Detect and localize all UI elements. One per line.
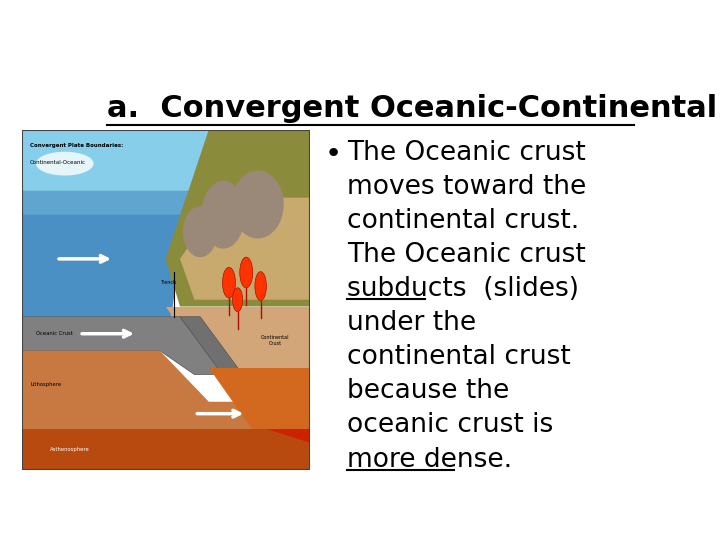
Polygon shape bbox=[180, 316, 258, 395]
Ellipse shape bbox=[36, 152, 94, 176]
Polygon shape bbox=[166, 307, 310, 368]
Polygon shape bbox=[209, 368, 310, 429]
FancyBboxPatch shape bbox=[22, 429, 310, 470]
Text: because the: because the bbox=[347, 379, 509, 404]
Polygon shape bbox=[22, 191, 189, 316]
Text: Boundaries: Boundaries bbox=[107, 140, 301, 168]
Text: Asthenosphere: Asthenosphere bbox=[50, 447, 90, 452]
Text: continental crust: continental crust bbox=[347, 344, 570, 370]
Polygon shape bbox=[22, 191, 189, 214]
Ellipse shape bbox=[202, 180, 245, 248]
Ellipse shape bbox=[202, 146, 274, 167]
Text: Trench: Trench bbox=[160, 280, 176, 285]
Ellipse shape bbox=[255, 272, 266, 301]
Text: •: • bbox=[324, 140, 341, 167]
Ellipse shape bbox=[233, 288, 243, 312]
Ellipse shape bbox=[183, 206, 217, 257]
Text: The Oceanic crust: The Oceanic crust bbox=[347, 242, 585, 268]
Text: Lithosphere: Lithosphere bbox=[30, 382, 61, 387]
Text: a.  Convergent Oceanic-Continental Plate: a. Convergent Oceanic-Continental Plate bbox=[107, 94, 720, 123]
Polygon shape bbox=[180, 198, 310, 300]
Text: Continental
Crust: Continental Crust bbox=[261, 335, 289, 346]
Ellipse shape bbox=[222, 267, 235, 298]
Text: subducts  (slides): subducts (slides) bbox=[347, 276, 579, 302]
Polygon shape bbox=[22, 351, 266, 429]
Text: Oceanic Crust: Oceanic Crust bbox=[36, 331, 73, 336]
Text: The Oceanic crust: The Oceanic crust bbox=[347, 140, 585, 166]
Polygon shape bbox=[22, 316, 223, 375]
Text: continental crust.: continental crust. bbox=[347, 208, 579, 234]
Text: more dense.: more dense. bbox=[347, 447, 512, 472]
Text: moves toward the: moves toward the bbox=[347, 174, 586, 200]
Ellipse shape bbox=[232, 171, 284, 239]
Text: under the: under the bbox=[347, 310, 476, 336]
Text: oceanic crust is: oceanic crust is bbox=[347, 413, 553, 438]
Polygon shape bbox=[166, 130, 310, 307]
FancyBboxPatch shape bbox=[22, 130, 310, 259]
Text: Continental-Oceanic: Continental-Oceanic bbox=[30, 160, 86, 165]
Ellipse shape bbox=[240, 257, 253, 288]
Text: Convergent Plate Boundaries:: Convergent Plate Boundaries: bbox=[30, 143, 124, 148]
Polygon shape bbox=[22, 429, 310, 470]
